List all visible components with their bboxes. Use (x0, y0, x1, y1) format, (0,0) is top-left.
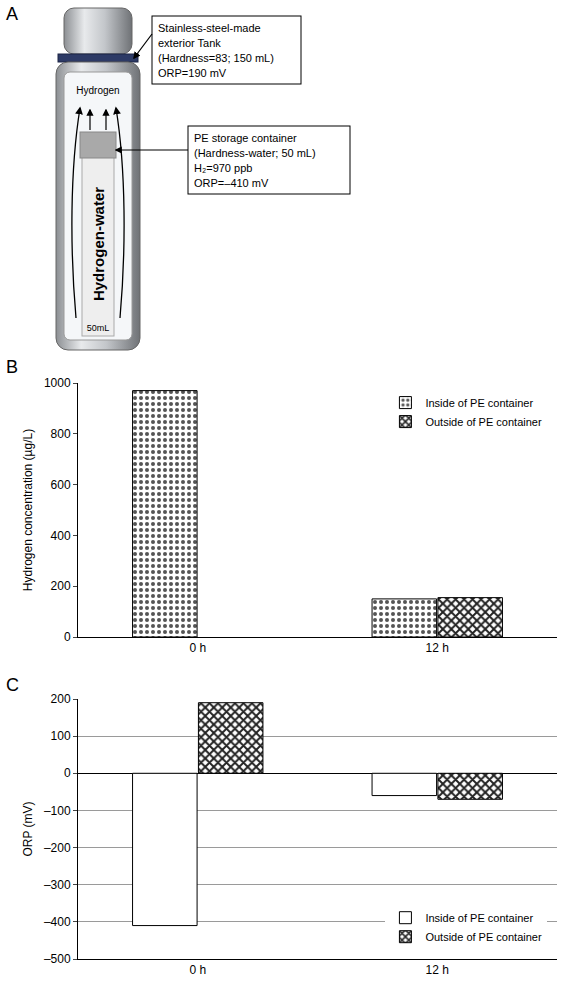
svg-text:ORP=190 mV: ORP=190 mV (158, 67, 227, 79)
svg-text:400: 400 (51, 529, 71, 543)
svg-text:Inside of PE container: Inside of PE container (425, 397, 533, 409)
svg-text:ORP (mV): ORP (mV) (21, 801, 35, 856)
svg-text:Outside of PE container: Outside of PE container (425, 931, 542, 943)
svg-text:A: A (6, 4, 18, 24)
svg-text:(Hardness-water; 50 mL): (Hardness-water; 50 mL) (194, 147, 316, 159)
svg-text:Stainless-steel-made: Stainless-steel-made (158, 22, 261, 34)
svg-text:100: 100 (51, 729, 71, 743)
svg-text:200: 200 (51, 692, 71, 706)
svg-text:0 h: 0 h (189, 963, 206, 977)
svg-text:800: 800 (51, 427, 71, 441)
svg-text:–400: –400 (44, 915, 71, 929)
svg-text:exterior Tank: exterior Tank (158, 37, 221, 49)
svg-text:Hydrogen concentration (µg/L): Hydrogen concentration (µg/L) (21, 429, 35, 591)
svg-text:1000: 1000 (44, 376, 71, 390)
svg-text:600: 600 (51, 478, 71, 492)
svg-text:–300: –300 (44, 878, 71, 892)
svg-text:12 h: 12 h (426, 963, 449, 977)
svg-text:Hydrogen-water: Hydrogen-water (90, 187, 107, 301)
svg-text:200: 200 (51, 579, 71, 593)
svg-text:0: 0 (64, 630, 71, 644)
svg-text:Hydrogen: Hydrogen (76, 85, 119, 96)
svg-text:(Hardness=83; 150 mL): (Hardness=83; 150 mL) (158, 52, 274, 64)
svg-text:Outside of PE container: Outside of PE container (425, 416, 542, 428)
svg-text:ORP=–410 mV: ORP=–410 mV (194, 177, 269, 189)
html-text:C: C (6, 675, 19, 695)
svg-text:–200: –200 (44, 841, 71, 855)
svg-text:H₂=970 ppb: H₂=970 ppb (194, 162, 252, 174)
svg-text:–100: –100 (44, 804, 71, 818)
svg-text:12 h: 12 h (426, 641, 449, 655)
svg-text:0: 0 (64, 766, 71, 780)
svg-text:PE storage container: PE storage container (194, 132, 297, 144)
svg-text:Inside of PE container: Inside of PE container (425, 912, 533, 924)
svg-text:0 h: 0 h (189, 641, 206, 655)
html-text:B: B (6, 357, 18, 377)
svg-text:50mL: 50mL (87, 323, 110, 333)
svg-text:–500: –500 (44, 952, 71, 966)
